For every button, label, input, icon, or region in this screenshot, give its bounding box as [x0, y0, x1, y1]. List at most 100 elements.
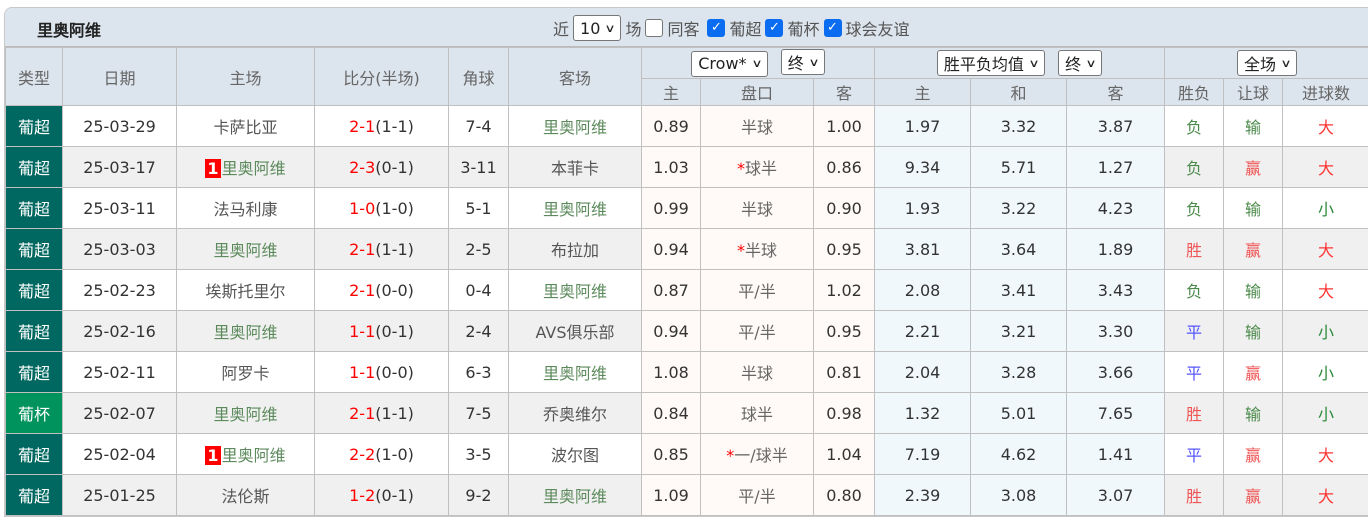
handicap-away: 0.95: [814, 229, 875, 270]
home-team[interactable]: 阿罗卡: [177, 352, 315, 393]
col-away: 客场: [509, 48, 642, 106]
half-score: (0-0): [375, 363, 414, 382]
away-team[interactable]: 里奥阿维: [509, 475, 642, 516]
score[interactable]: 1-1(0-0): [315, 352, 449, 393]
score[interactable]: 2-1(0-0): [315, 270, 449, 311]
rank-badge: 1: [205, 159, 220, 178]
away-team[interactable]: 里奥阿维: [509, 352, 642, 393]
home-team[interactable]: 里奥阿维: [177, 229, 315, 270]
goals-result: 小: [1283, 393, 1368, 434]
home-team[interactable]: 卡萨比亚: [177, 106, 315, 147]
match-date: 25-03-11: [63, 188, 177, 229]
match-type: 葡超: [6, 311, 63, 352]
handicap-result: 赢: [1224, 229, 1283, 270]
away-team[interactable]: 布拉加: [509, 229, 642, 270]
handicap-line: *球半: [701, 147, 814, 188]
score[interactable]: 2-2(1-0): [315, 434, 449, 475]
corners: 2-5: [449, 229, 509, 270]
col-h-line: 盘口: [701, 79, 814, 106]
home-team-name: 里奥阿维: [213, 405, 277, 424]
score[interactable]: 2-1(1-1): [315, 393, 449, 434]
goals-result: 小: [1283, 188, 1368, 229]
handicap-line: *半球: [701, 229, 814, 270]
away-team[interactable]: 乔奥维尔: [509, 393, 642, 434]
match-date: 25-02-07: [63, 393, 177, 434]
handicap-line: 平/半: [701, 270, 814, 311]
full-score: 1-1: [349, 363, 375, 382]
home-team-name: 埃斯托里尔: [205, 282, 285, 301]
corners: 2-4: [449, 311, 509, 352]
goals-result: 小: [1283, 352, 1368, 393]
home-team-name: 阿罗卡: [221, 364, 269, 383]
home-team[interactable]: 法马利康: [177, 188, 315, 229]
table-row: 葡超 25-03-29 卡萨比亚 2-1(1-1) 7-4 里奥阿维 0.89 …: [6, 106, 1368, 147]
league-checkbox-0[interactable]: ✓: [707, 19, 725, 37]
match-date: 25-03-03: [63, 229, 177, 270]
odds-draw: 5.71: [971, 147, 1067, 188]
handicap-away: 1.00: [814, 106, 875, 147]
result: 负: [1165, 188, 1224, 229]
league-checkbox-2[interactable]: ✓: [824, 19, 842, 37]
away-team[interactable]: AVS俱乐部: [509, 311, 642, 352]
corners: 0-4: [449, 270, 509, 311]
col-home: 主场: [177, 48, 315, 106]
away-team-name: 波尔图: [551, 446, 599, 465]
match-count-select[interactable]: 10∨: [573, 15, 621, 41]
handicap-home: 0.94: [642, 229, 701, 270]
home-team-name: 卡萨比亚: [213, 118, 277, 137]
goals-result: 大: [1283, 475, 1368, 516]
period-select[interactable]: 全场∨: [1237, 50, 1297, 76]
table-row: 葡超 25-03-03 里奥阿维 2-1(1-1) 2-5 布拉加 0.94 *…: [6, 229, 1368, 270]
odds-draw: 5.01: [971, 393, 1067, 434]
league-checkbox-1[interactable]: ✓: [765, 19, 783, 37]
half-score: (1-0): [375, 445, 414, 464]
handicap-time-value: 终: [788, 50, 804, 74]
handicap-home: 0.99: [642, 188, 701, 229]
table-row: 葡超 25-02-16 里奥阿维 1-1(0-1) 2-4 AVS俱乐部 0.9…: [6, 311, 1368, 352]
away-team-name: 里奥阿维: [543, 282, 607, 301]
home-team[interactable]: 里奥阿维: [177, 393, 315, 434]
handicap-line-value: 平/半: [738, 323, 775, 342]
same-away-checkbox[interactable]: [645, 19, 663, 37]
away-team[interactable]: 里奥阿维: [509, 270, 642, 311]
handicap-time-select[interactable]: 终∨: [781, 49, 825, 75]
company-select[interactable]: Crow*∨: [691, 51, 767, 77]
away-team[interactable]: 本菲卡: [509, 147, 642, 188]
handicap-away: 0.81: [814, 352, 875, 393]
away-team[interactable]: 里奥阿维: [509, 106, 642, 147]
odds-away: 3.87: [1067, 106, 1165, 147]
home-team[interactable]: 埃斯托里尔: [177, 270, 315, 311]
score[interactable]: 2-1(1-1): [315, 106, 449, 147]
score[interactable]: 2-1(1-1): [315, 229, 449, 270]
score[interactable]: 1-0(1-0): [315, 188, 449, 229]
odds-time-select[interactable]: 终∨: [1058, 50, 1102, 76]
handicap-home: 0.89: [642, 106, 701, 147]
company-value: Crow*: [698, 54, 746, 73]
score[interactable]: 2-3(0-1): [315, 147, 449, 188]
half-score: (1-1): [375, 404, 414, 423]
odds-home: 3.81: [875, 229, 971, 270]
home-team[interactable]: 里奥阿维: [177, 311, 315, 352]
odds-home: 1.32: [875, 393, 971, 434]
handicap-away: 0.86: [814, 147, 875, 188]
handicap-home: 0.85: [642, 434, 701, 475]
odds-type-select[interactable]: 胜平负均值∨: [937, 50, 1045, 76]
result: 平: [1165, 352, 1224, 393]
filters: 近 10∨ 场 同客 ✓葡超 ✓葡杯 ✓球会友谊: [553, 15, 910, 41]
score[interactable]: 1-2(0-1): [315, 475, 449, 516]
away-team[interactable]: 波尔图: [509, 434, 642, 475]
full-score: 1-2: [349, 486, 375, 505]
score[interactable]: 1-1(0-1): [315, 311, 449, 352]
unit-label: 场: [625, 16, 641, 40]
period-value: 全场: [1244, 51, 1276, 75]
match-type: 葡超: [6, 188, 63, 229]
home-team[interactable]: 法伦斯: [177, 475, 315, 516]
handicap-line-value: 平/半: [738, 487, 775, 506]
chevron-down-icon: ∨: [1085, 57, 1096, 70]
away-team[interactable]: 里奥阿维: [509, 188, 642, 229]
odds-home: 2.08: [875, 270, 971, 311]
away-team-name: 乔奥维尔: [543, 405, 607, 424]
